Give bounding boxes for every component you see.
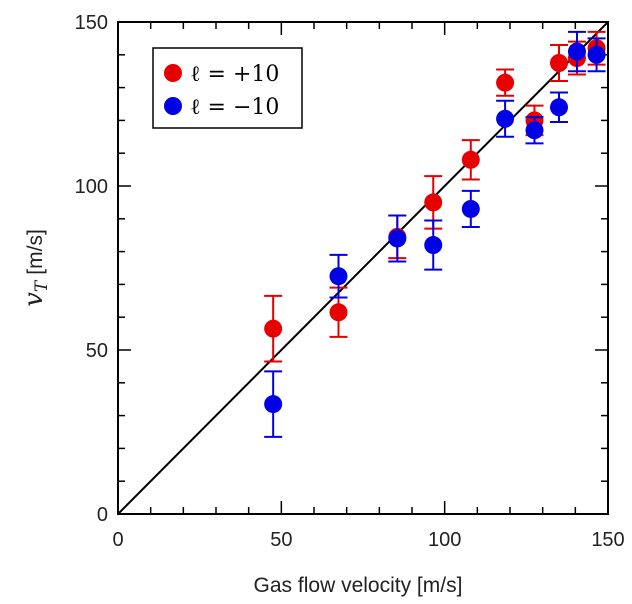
data-point (424, 193, 443, 212)
data-point (567, 42, 586, 61)
y-axis-label: vT [m/s] (19, 229, 52, 307)
y-tick-label: 0 (97, 504, 108, 526)
legend: ℓ = +10 ℓ = −10 (152, 47, 303, 129)
y-axis-label-subscript: T (32, 279, 52, 292)
x-tick-label: 0 (112, 529, 123, 551)
data-point (587, 45, 606, 64)
y-axis-label-symbol: v (19, 292, 49, 307)
y-tick-label: 50 (86, 340, 108, 362)
legend-label-plus10: ℓ = +10 (190, 62, 279, 87)
x-tick-label: 150 (591, 529, 624, 551)
legend-label-minus10: ℓ = −10 (190, 95, 279, 120)
x-tick-label: 50 (270, 529, 292, 551)
legend-marker-minus10 (164, 97, 182, 115)
data-point (329, 267, 348, 286)
data-point (461, 150, 480, 169)
legend-marker-plus10 (164, 64, 182, 82)
data-point (496, 73, 515, 92)
ticks-layer (117, 21, 609, 515)
reference-line-layer (117, 21, 609, 515)
data-point (264, 395, 283, 414)
series-0 (264, 30, 606, 363)
plot-frame (117, 21, 609, 515)
data-point (550, 98, 568, 117)
data-point (424, 236, 443, 255)
series-1 (264, 30, 606, 438)
x-axis-label: Gas flow velocity [m/s] (254, 574, 463, 597)
data-point (461, 199, 480, 218)
y-tick-label: 150 (75, 12, 108, 34)
y-tick-label: 100 (75, 176, 108, 198)
data-point (496, 109, 515, 128)
legend-box (152, 47, 303, 129)
data-point (329, 303, 348, 322)
data-points-layer (264, 30, 606, 438)
reference-line (117, 21, 609, 515)
data-point (550, 54, 568, 72)
x-tick-label: 100 (428, 529, 461, 551)
tick-labels-layer: 0 50 100 150 0 50 100 150 (75, 12, 625, 551)
y-axis-label-unit: [m/s] (24, 229, 47, 275)
data-point (388, 229, 407, 248)
data-point (525, 121, 544, 140)
data-point (264, 319, 283, 338)
